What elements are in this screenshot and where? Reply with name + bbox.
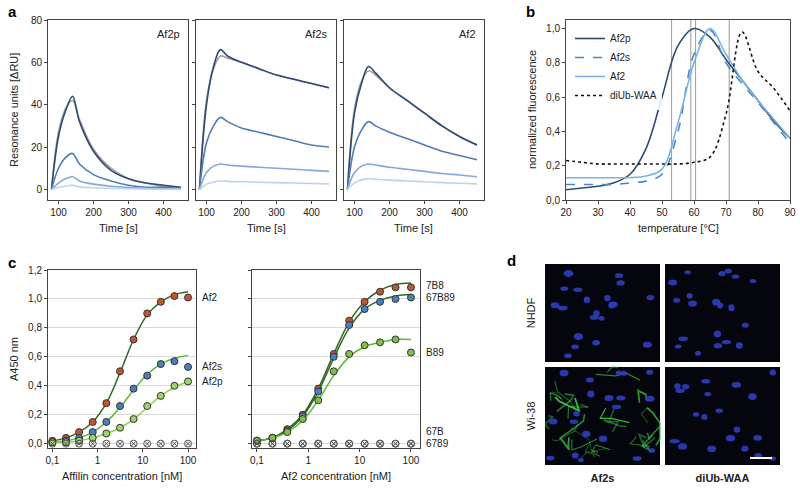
svg-text:Time [s]: Time [s] — [247, 222, 286, 234]
svg-text:400: 400 — [451, 207, 468, 218]
svg-text:1,0: 1,0 — [28, 293, 42, 304]
svg-text:0,6: 0,6 — [546, 92, 560, 103]
svg-text:40: 40 — [624, 207, 636, 218]
svg-text:temperature [°C]: temperature [°C] — [638, 222, 719, 234]
svg-text:400: 400 — [303, 207, 320, 218]
svg-text:100: 100 — [346, 207, 363, 218]
svg-text:100: 100 — [198, 207, 215, 218]
svg-text:Af2 concentration [nM]: Af2 concentration [nM] — [281, 470, 391, 482]
svg-text:Af2s: Af2s — [591, 472, 615, 484]
svg-text:60: 60 — [688, 207, 700, 218]
svg-text:Resonance units [ΔRU]: Resonance units [ΔRU] — [8, 53, 20, 167]
svg-text:Af2p: Af2p — [157, 28, 180, 40]
svg-text:200: 200 — [233, 207, 250, 218]
svg-text:0,4: 0,4 — [546, 126, 560, 137]
svg-text:7B8: 7B8 — [426, 280, 444, 291]
svg-text:20: 20 — [31, 142, 43, 153]
svg-text:70: 70 — [720, 207, 732, 218]
svg-text:0,2: 0,2 — [28, 409, 42, 420]
svg-text:1: 1 — [95, 455, 101, 466]
svg-text:Wi-38: Wi-38 — [525, 402, 537, 431]
svg-text:100: 100 — [180, 455, 197, 466]
svg-text:0,0: 0,0 — [546, 195, 560, 206]
svg-text:1,0: 1,0 — [546, 23, 560, 34]
svg-text:67B89: 67B89 — [426, 292, 455, 303]
svg-text:1,2: 1,2 — [28, 265, 42, 276]
svg-text:Time [s]: Time [s] — [99, 222, 138, 234]
svg-text:Af2p: Af2p — [202, 376, 223, 387]
svg-text:50: 50 — [656, 207, 668, 218]
svg-text:200: 200 — [85, 207, 102, 218]
svg-text:B89: B89 — [426, 347, 444, 358]
svg-text:Af2s: Af2s — [610, 52, 630, 63]
svg-text:0,8: 0,8 — [28, 322, 42, 333]
svg-text:Affilin concentration [nM]: Affilin concentration [nM] — [62, 470, 182, 482]
svg-text:Time [s]: Time [s] — [394, 222, 433, 234]
svg-text:0,6: 0,6 — [28, 351, 42, 362]
svg-text:300: 300 — [120, 207, 137, 218]
svg-text:d: d — [507, 252, 516, 269]
svg-text:Af2s: Af2s — [305, 28, 328, 40]
svg-text:0: 0 — [36, 184, 42, 195]
svg-text:Af2: Af2 — [610, 71, 625, 82]
svg-text:200: 200 — [381, 207, 398, 218]
svg-text:300: 300 — [416, 207, 433, 218]
svg-text:80: 80 — [31, 15, 43, 26]
svg-text:0,2: 0,2 — [546, 160, 560, 171]
svg-text:Af2: Af2 — [202, 292, 217, 303]
svg-text:a: a — [8, 3, 17, 20]
svg-text:6789: 6789 — [426, 438, 449, 449]
svg-text:NHDF: NHDF — [525, 297, 537, 328]
svg-text:90: 90 — [784, 207, 796, 218]
svg-text:0,4: 0,4 — [28, 380, 42, 391]
svg-text:100: 100 — [403, 455, 420, 466]
svg-text:b: b — [526, 3, 535, 20]
svg-text:20: 20 — [560, 207, 572, 218]
svg-text:400: 400 — [155, 207, 172, 218]
svg-text:100: 100 — [50, 207, 67, 218]
svg-text:Af2p: Af2p — [610, 33, 631, 44]
svg-text:10: 10 — [137, 455, 149, 466]
svg-text:30: 30 — [592, 207, 604, 218]
svg-text:0,8: 0,8 — [546, 57, 560, 68]
svg-text:0,1: 0,1 — [45, 455, 59, 466]
svg-text:67B: 67B — [426, 426, 444, 437]
svg-text:300: 300 — [268, 207, 285, 218]
svg-text:Af2: Af2 — [459, 28, 476, 40]
svg-text:40: 40 — [31, 99, 43, 110]
svg-text:10: 10 — [354, 455, 366, 466]
svg-text:diUb-WAA: diUb-WAA — [610, 90, 657, 101]
svg-text:0,1: 0,1 — [250, 455, 264, 466]
svg-text:60: 60 — [31, 57, 43, 68]
svg-text:80: 80 — [752, 207, 764, 218]
svg-text:Af2s: Af2s — [202, 361, 222, 372]
svg-text:A450 nm: A450 nm — [8, 337, 20, 381]
svg-text:c: c — [8, 254, 16, 271]
svg-text:normalized fluorescence: normalized fluorescence — [526, 50, 538, 169]
svg-text:diUb-WAA: diUb-WAA — [696, 472, 750, 484]
svg-text:1: 1 — [306, 455, 312, 466]
svg-text:0,0: 0,0 — [28, 438, 42, 449]
